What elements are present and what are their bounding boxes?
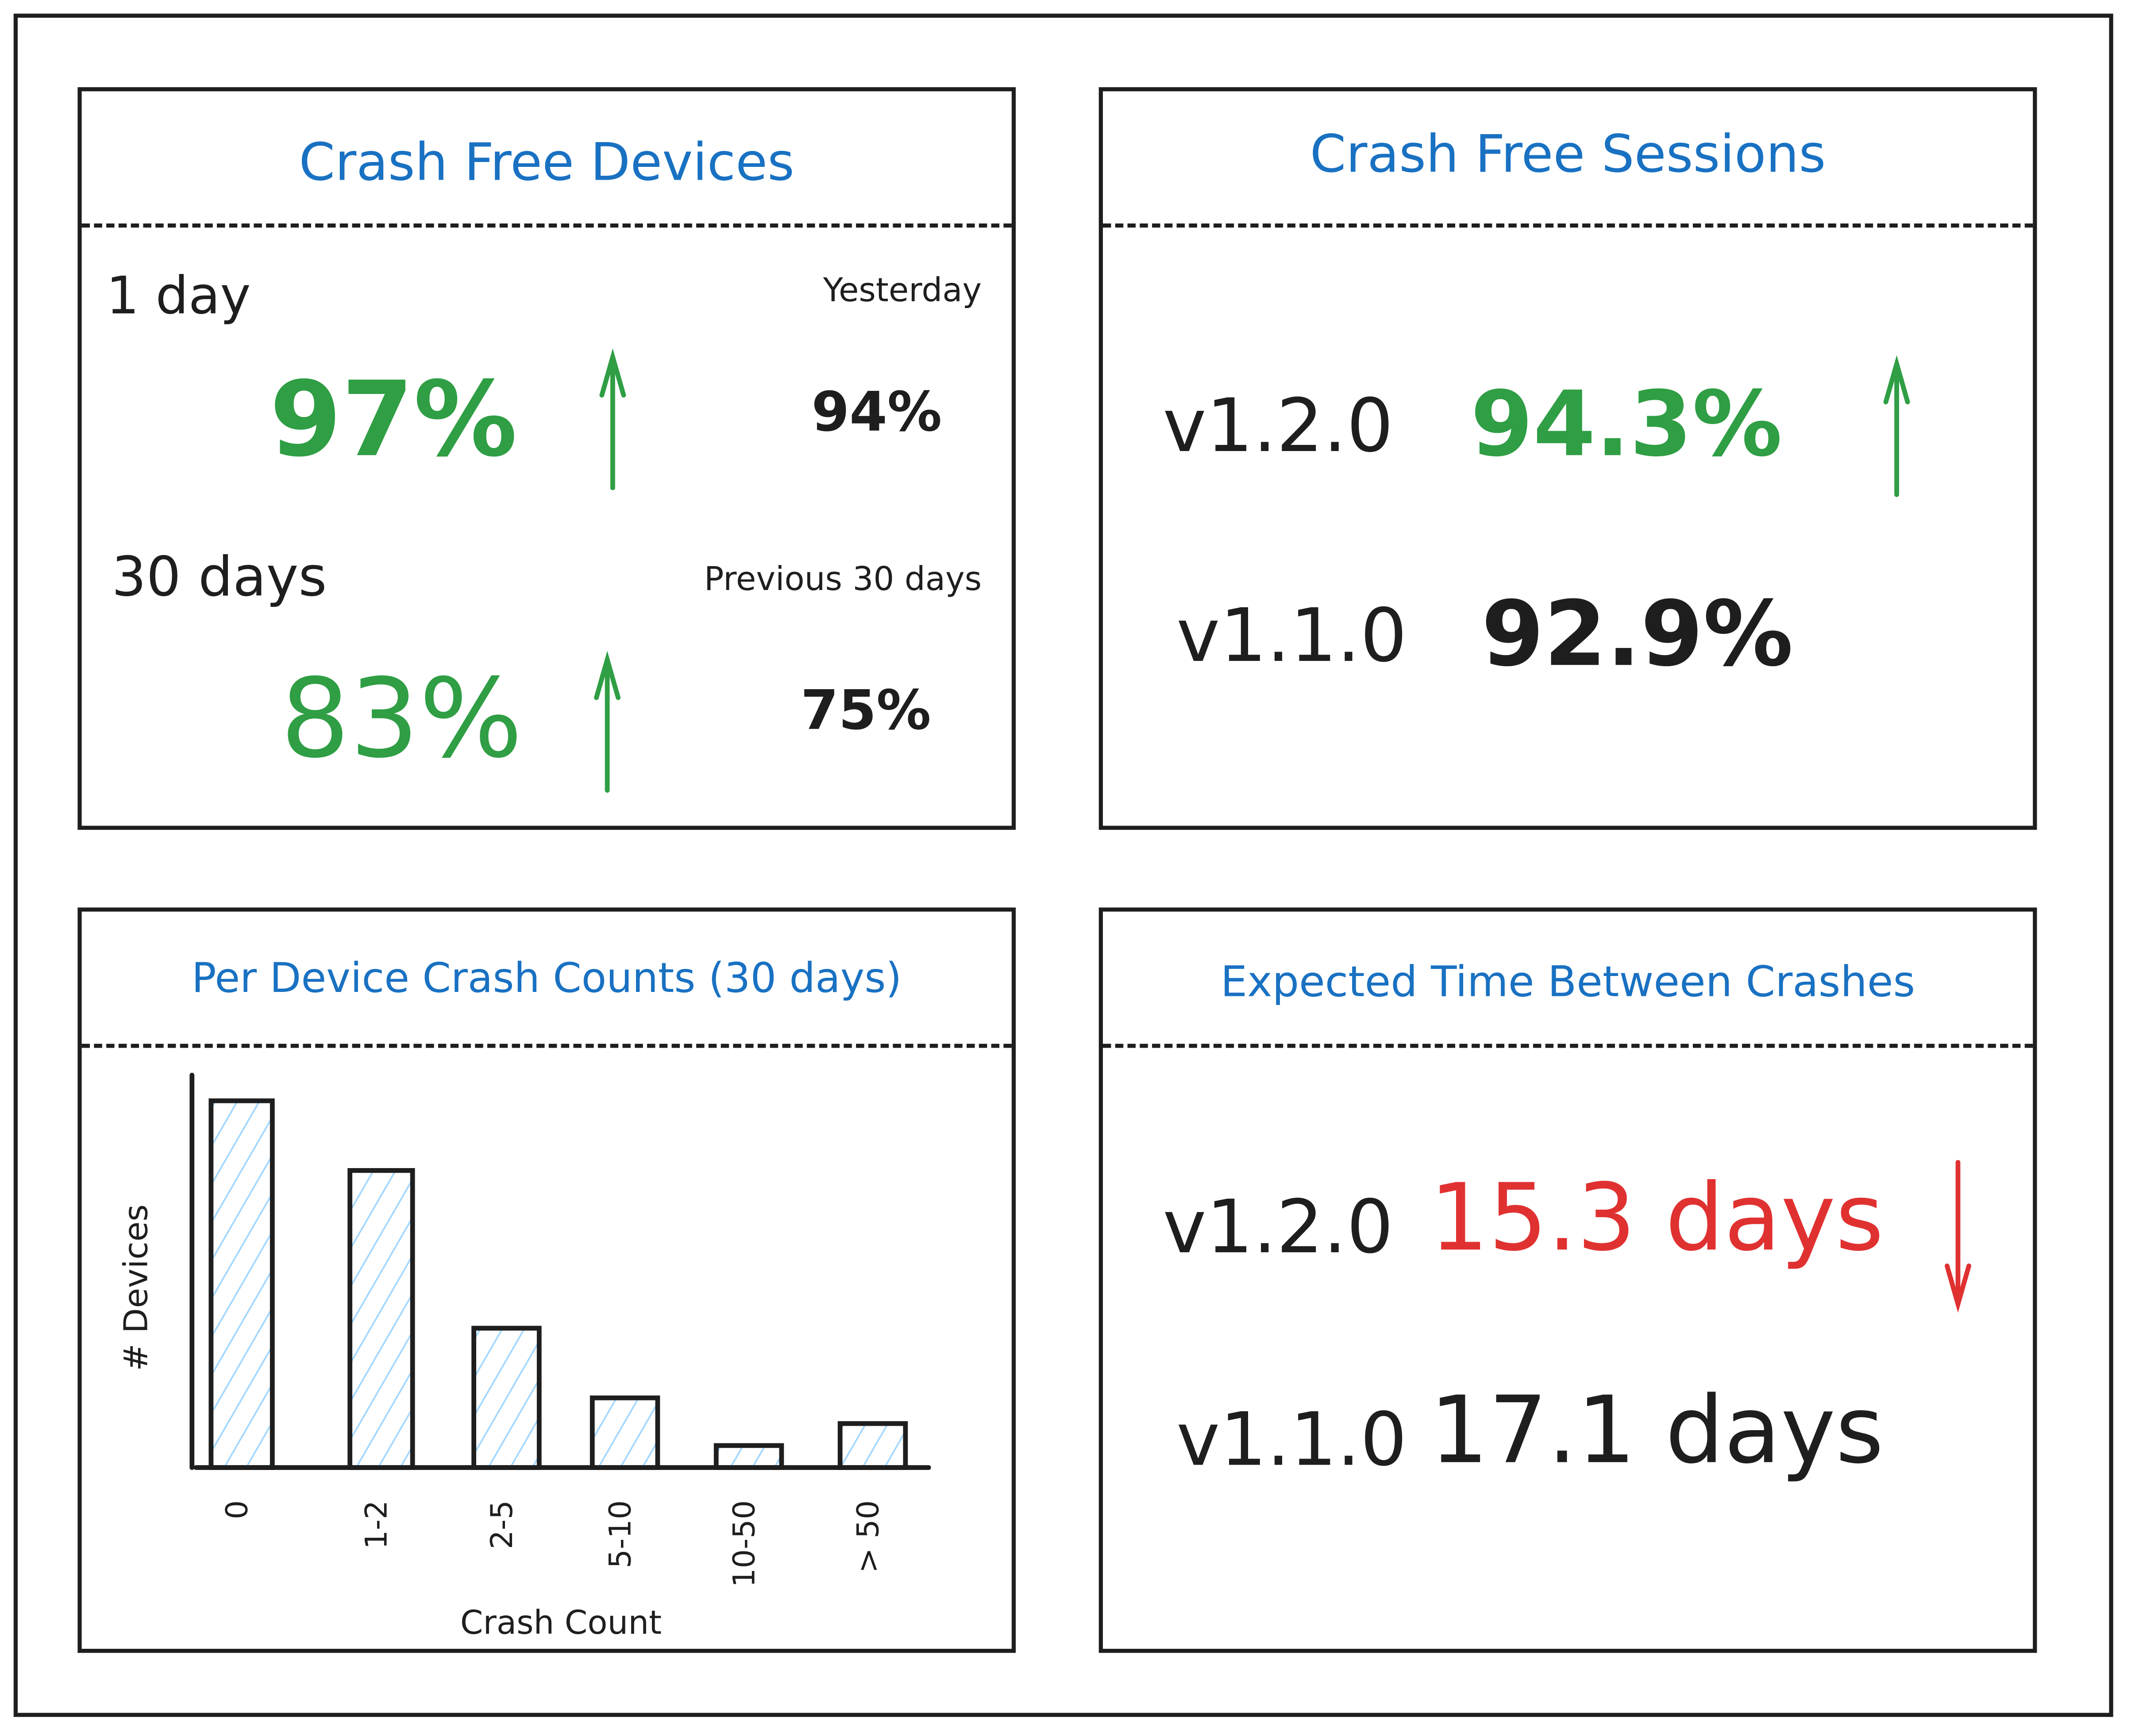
crash-counts-panel: Per Device Crash Counts (30 days) 0 1-2 2-… [77, 907, 1016, 1653]
arrow-up-icon [594, 651, 621, 793]
yesterday-value: 94% [811, 381, 942, 444]
version-label: v1.1.0 [1176, 1397, 1407, 1483]
day-value: 97% [270, 358, 517, 480]
x-tick-label: 10-50 [726, 1500, 761, 1587]
expected-time-value: 15.3 days [1430, 1165, 1884, 1273]
session-value: 94.3% [1470, 372, 1783, 477]
divider [1102, 1044, 2033, 1048]
bar-10-50 [713, 1443, 784, 1470]
x-tick-label: 1-2 [359, 1500, 394, 1549]
yesterday-label: Yesterday [823, 271, 982, 309]
x-tick-label: 5-10 [602, 1500, 637, 1568]
crash-free-sessions-panel: Crash Free Sessions v1.2.0 94.3% v1.1.0 … [1098, 87, 2037, 830]
bar-2-5 [471, 1326, 542, 1470]
bar-0 [208, 1098, 275, 1470]
panel-title: Per Device Crash Counts (30 days) [191, 955, 902, 1003]
version-label: v1.1.0 [1176, 593, 1407, 679]
x-axis-label: Crash Count [460, 1604, 662, 1642]
day-label: 1 day [106, 266, 251, 326]
month-label: 30 days [112, 546, 327, 610]
divider [81, 223, 1012, 228]
bar-1-2 [347, 1168, 415, 1470]
previous-30-days-value: 75% [800, 680, 931, 743]
previous-30-days-label: Previous 30 days [704, 560, 982, 598]
divider [1102, 223, 2033, 228]
crash-free-devices-panel: Crash Free Devices 1 day Yesterday 97% 9… [77, 87, 1016, 830]
version-label: v1.2.0 [1163, 1184, 1394, 1270]
outer-frame [13, 13, 2113, 1717]
x-tick-label: 0 [219, 1500, 254, 1519]
bar-chart: 0 1-2 2-5 5-10 10-50 > 50 # Devices Crash Cou… [117, 1072, 931, 1642]
arrow-up-icon [1883, 355, 1910, 497]
y-axis-label: # Devices [117, 1204, 155, 1371]
arrow-up-icon [599, 348, 626, 490]
divider [81, 1044, 1012, 1048]
month-value: 83% [280, 655, 523, 783]
panel-title: Crash Free Sessions [1310, 124, 1826, 184]
x-tick-label: > 50 [850, 1500, 885, 1573]
version-label: v1.2.0 [1163, 383, 1394, 469]
arrow-down-icon [1945, 1160, 1972, 1313]
x-tick-label: 2-5 [484, 1500, 519, 1549]
session-value: 92.9% [1481, 582, 1793, 687]
expected-time-panel: Expected Time Between Crashes v1.2.0 15.… [1098, 907, 2037, 1653]
panel-title: Crash Free Devices [299, 132, 794, 193]
expected-time-value: 17.1 days [1430, 1377, 1884, 1485]
panel-title: Expected Time Between Crashes [1220, 958, 1915, 1007]
bar-5-10 [590, 1395, 660, 1470]
bar--50 [837, 1421, 908, 1470]
